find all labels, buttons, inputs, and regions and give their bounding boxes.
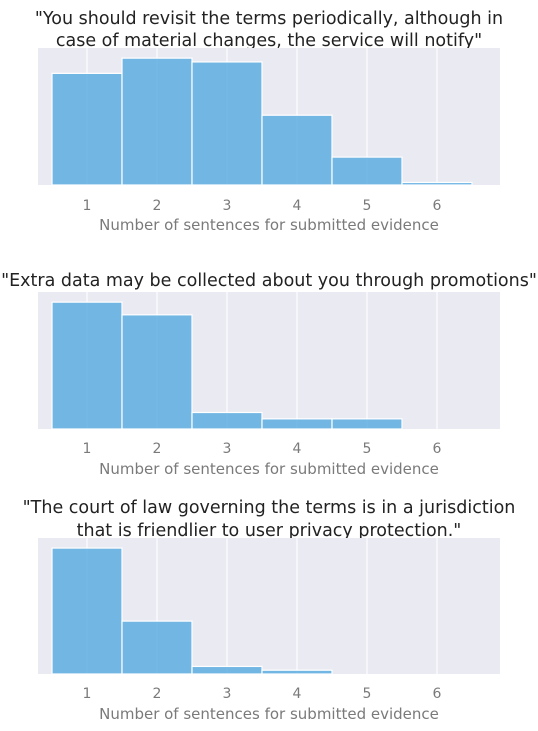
bar-1	[51, 72, 123, 186]
bar-4	[261, 418, 333, 430]
x-tick-label: 4	[293, 441, 302, 457]
chart-title-line: case of material changes, the service wi…	[56, 31, 482, 51]
x-axis-label: Number of sentences for submitted eviden…	[99, 216, 439, 234]
chart-2: "Extra data may be collected about you t…	[1, 271, 537, 478]
x-tick-label: 6	[433, 686, 442, 702]
bar-4	[261, 114, 333, 186]
bar-3	[191, 61, 263, 186]
x-tick-label: 6	[433, 198, 442, 214]
x-tick-label: 1	[83, 198, 92, 214]
bar-4	[261, 669, 333, 675]
x-tick-label: 1	[83, 441, 92, 457]
x-tick-label: 2	[153, 198, 162, 214]
x-tick-label: 6	[433, 441, 442, 457]
x-tick-label: 3	[223, 441, 232, 457]
x-tick-label: 4	[293, 198, 302, 214]
x-tick-label: 5	[363, 441, 372, 457]
bar-1	[51, 547, 123, 675]
chart-title-line: that is friendlier to user privacy prote…	[77, 521, 462, 541]
chart-3: "The court of law governing the terms is…	[23, 498, 516, 723]
bar-6	[401, 181, 473, 186]
bar-1	[51, 301, 123, 430]
chart-title-line: "Extra data may be collected about you t…	[1, 271, 537, 291]
bar-5	[331, 418, 403, 430]
bar-2	[121, 57, 193, 186]
bar-3	[191, 411, 263, 430]
bar-2	[121, 620, 193, 675]
x-tick-label: 5	[363, 686, 372, 702]
chart-1: "You should revisit the terms periodical…	[35, 9, 503, 234]
bar-2	[121, 314, 193, 430]
x-tick-label: 2	[153, 686, 162, 702]
x-tick-label: 4	[293, 686, 302, 702]
x-tick-label: 3	[223, 686, 232, 702]
x-axis-label: Number of sentences for submitted eviden…	[99, 705, 439, 723]
chart-title-line: "The court of law governing the terms is…	[23, 498, 516, 518]
bar-3	[191, 665, 263, 675]
x-tick-label: 3	[223, 198, 232, 214]
chart-title-line: "You should revisit the terms periodical…	[35, 9, 503, 29]
x-tick-label: 1	[83, 686, 92, 702]
x-tick-label: 2	[153, 441, 162, 457]
bar-5	[331, 156, 403, 186]
x-tick-label: 5	[363, 198, 372, 214]
x-axis-label: Number of sentences for submitted eviden…	[99, 460, 439, 478]
